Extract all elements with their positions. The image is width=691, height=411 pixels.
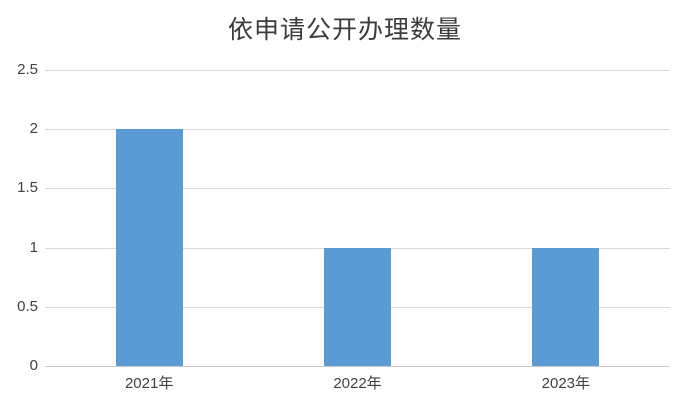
- bar-2023年: [532, 247, 600, 366]
- bar-2022年: [324, 247, 391, 366]
- y-axis-tick-label: 2: [29, 120, 38, 138]
- y-axis-tick-label: 1.5: [17, 179, 38, 197]
- y-axis-tick-label: 0: [29, 357, 38, 374]
- gridline: [45, 188, 670, 190]
- x-axis-line: [45, 366, 670, 367]
- bar-2021年: [115, 129, 183, 366]
- plot-area: [45, 70, 670, 367]
- x-axis-tick-label: 2022年: [333, 375, 382, 392]
- x-axis-tick-label: 2023年: [541, 375, 591, 392]
- y-axis-tick-label: 0.5: [17, 297, 38, 315]
- x-axis-tick-label: 2021年: [124, 375, 174, 392]
- chart-title: 依申请公开办理数量: [227, 15, 462, 44]
- gridline: [45, 129, 670, 131]
- y-axis-tick-label: 1: [29, 238, 38, 256]
- gridline: [45, 70, 670, 71]
- y-axis-tick-label: 2.5: [17, 61, 38, 78]
